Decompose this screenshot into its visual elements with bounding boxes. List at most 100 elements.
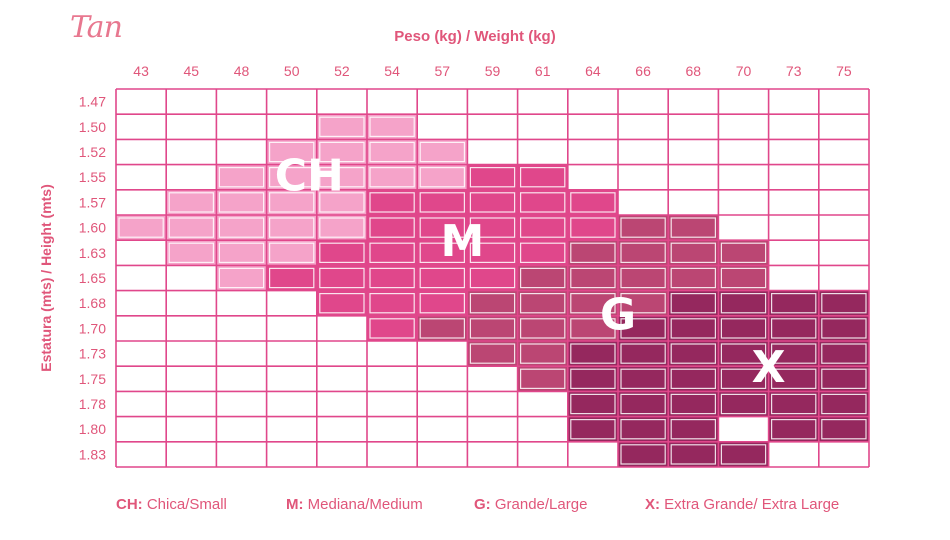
cell-empty: [467, 416, 518, 442]
cell-m: [467, 215, 518, 241]
cell-x: [618, 366, 669, 392]
cell-inner-outline: [570, 267, 616, 289]
cell-empty: [768, 189, 819, 215]
size-annotation-m: M: [440, 216, 484, 267]
cell-m: [367, 240, 418, 266]
cell-g: [567, 240, 618, 266]
cell-inner-outline: [469, 293, 516, 314]
x-tick-label: 73: [786, 63, 802, 79]
cell-g: [668, 240, 719, 266]
cell-inner-outline: [770, 293, 817, 314]
cell-inner-outline: [419, 318, 466, 339]
cell-empty: [718, 89, 769, 115]
cell-inner-outline: [620, 393, 666, 415]
cell-g: [417, 315, 468, 341]
cell-empty: [216, 391, 267, 417]
cell-inner-outline: [269, 242, 315, 263]
legend-label: Grande/Large: [494, 496, 588, 513]
cell-inner-outline: [720, 393, 767, 415]
cell-inner-outline: [469, 343, 516, 364]
cell-inner-outline: [519, 293, 566, 314]
cell-m: [517, 164, 568, 190]
cell-inner-outline: [419, 141, 466, 163]
cell-inner-outline: [770, 393, 817, 415]
cell-empty: [216, 114, 267, 140]
cell-inner-outline: [570, 393, 616, 415]
cell-empty: [417, 89, 468, 115]
cell-inner-outline: [570, 217, 616, 238]
cell-inner-outline: [720, 318, 767, 339]
y-tick-label: 1.83: [79, 446, 106, 462]
cell-empty: [266, 89, 317, 115]
cell-empty: [166, 265, 217, 291]
cell-m: [367, 189, 418, 215]
cell-empty: [517, 89, 568, 115]
cell-ch: [367, 139, 418, 165]
cell-empty: [116, 391, 167, 417]
cell-inner-outline: [670, 318, 717, 339]
cell-inner-outline: [821, 393, 867, 415]
cell-empty: [668, 189, 719, 215]
cell-inner-outline: [469, 267, 516, 289]
cell-empty: [517, 416, 568, 442]
y-tick-label: 1.70: [79, 320, 106, 336]
cell-inner-outline: [620, 419, 666, 440]
cell-x: [768, 391, 819, 417]
cell-g: [517, 290, 568, 316]
cell-inner-outline: [218, 167, 265, 188]
cell-empty: [768, 215, 819, 241]
cell-empty: [818, 265, 869, 291]
cell-ch: [367, 114, 418, 140]
y-tick-label: 1.80: [79, 421, 106, 437]
cell-inner-outline: [620, 217, 666, 238]
cell-x: [618, 341, 669, 367]
cell-empty: [517, 139, 568, 165]
cell-x: [618, 391, 669, 417]
cell-inner-outline: [821, 293, 867, 314]
cell-empty: [166, 89, 217, 115]
cell-inner-outline: [670, 217, 717, 238]
cell-inner-outline: [369, 242, 415, 263]
y-tick-label: 1.65: [79, 270, 106, 286]
cell-empty: [718, 416, 769, 442]
cell-g: [618, 215, 669, 241]
cell-inner-outline: [720, 368, 767, 390]
cell-g: [517, 265, 568, 291]
cell-g: [567, 290, 618, 316]
x-tick-label: 70: [736, 63, 752, 79]
cell-ch: [216, 215, 267, 241]
cell-inner-outline: [620, 444, 666, 465]
cell-g: [567, 315, 618, 341]
cell-inner-outline: [218, 192, 265, 213]
cell-ch: [216, 265, 267, 291]
cell-m: [417, 240, 468, 266]
cell-empty: [166, 366, 217, 392]
y-tick-label: 1.75: [79, 371, 106, 387]
cell-inner-outline: [821, 419, 867, 440]
cell-ch: [316, 164, 367, 190]
cell-empty: [567, 89, 618, 115]
cell-empty: [768, 240, 819, 266]
cell-empty: [166, 290, 217, 316]
cell-empty: [266, 341, 317, 367]
cell-m: [467, 265, 518, 291]
y-tick-label: 1.68: [79, 295, 106, 311]
cell-inner-outline: [519, 368, 566, 390]
cell-inner-outline: [620, 318, 666, 339]
legend-item-g: G: Grande/Large: [474, 496, 587, 513]
legend-item-m: M: Mediana/Medium: [286, 496, 423, 513]
cell-empty: [718, 189, 769, 215]
cell-inner-outline: [821, 318, 867, 339]
x-axis-title: Peso (kg) / Weight (kg): [394, 28, 556, 45]
cell-inner-outline: [319, 167, 365, 188]
cell-empty: [668, 89, 719, 115]
cell-empty: [718, 215, 769, 241]
cell-g: [618, 240, 669, 266]
cell-x: [567, 391, 618, 417]
x-tick-label: 57: [435, 63, 451, 79]
cell-empty: [216, 441, 267, 467]
cell-empty: [818, 441, 869, 467]
y-tick-label: 1.73: [79, 346, 106, 362]
cell-empty: [116, 189, 167, 215]
cell-empty: [818, 164, 869, 190]
